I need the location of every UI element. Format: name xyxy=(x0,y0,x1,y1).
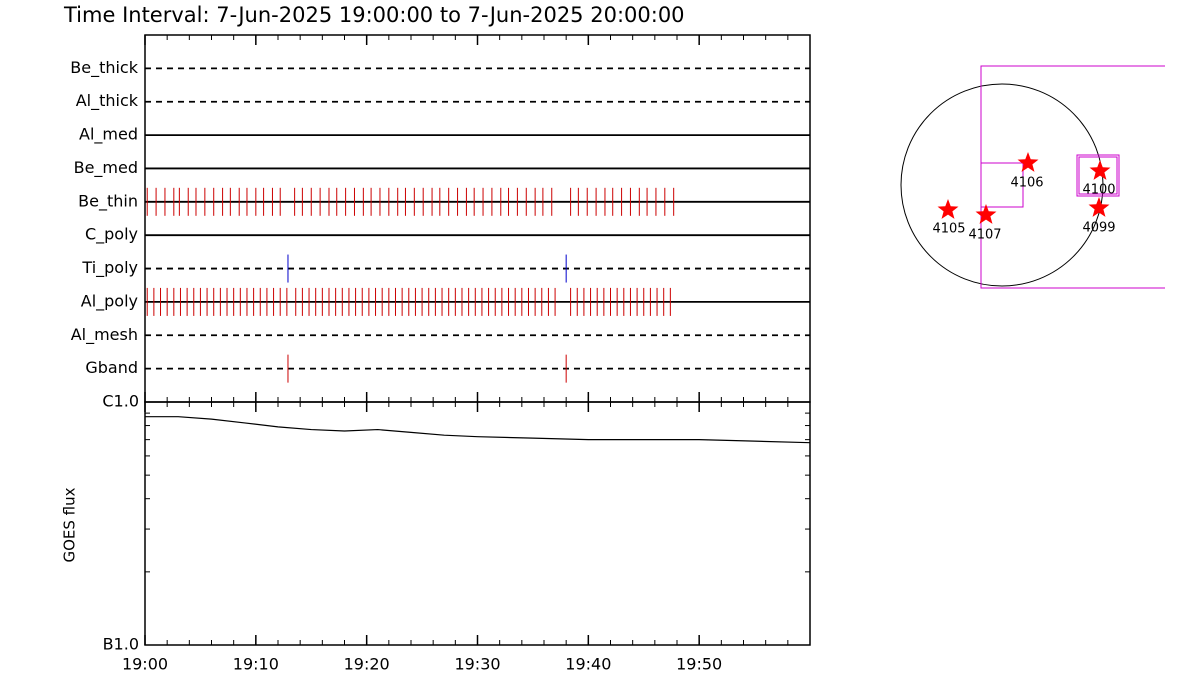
row-label: Al_thick xyxy=(76,91,139,111)
row-label: Al_mesh xyxy=(71,325,138,345)
fov-box xyxy=(980,65,1165,289)
row-label: Be_med xyxy=(74,158,138,178)
x-tick-label: 19:10 xyxy=(233,655,279,674)
row-label: C_poly xyxy=(85,225,138,245)
fov-box xyxy=(1078,156,1118,195)
row-label: Al_med xyxy=(79,125,138,145)
fov-box xyxy=(1076,154,1120,197)
y-tick-label: B1.0 xyxy=(103,635,139,654)
region-star xyxy=(1089,160,1111,180)
region-star xyxy=(1017,152,1039,172)
row-label: Be_thick xyxy=(70,58,138,78)
x-tick-label: 19:50 xyxy=(676,655,722,674)
row-label: Be_thin xyxy=(78,191,138,211)
goes-frame xyxy=(144,401,811,646)
row-label: Ti_poly xyxy=(81,258,138,278)
region-label: 4099 xyxy=(1082,221,1115,236)
region-label: 4107 xyxy=(968,228,1001,243)
title: Time Interval: 7-Jun-2025 19:00:00 to 7-… xyxy=(63,3,685,27)
timeline-frame xyxy=(144,34,811,403)
row-label: Gband xyxy=(85,358,138,377)
x-tick-label: 19:00 xyxy=(122,655,168,674)
goes-curve xyxy=(145,416,811,444)
region-label: 4100 xyxy=(1082,183,1115,198)
row-label: Al_poly xyxy=(81,291,138,311)
x-tick-label: 19:20 xyxy=(344,655,390,674)
x-tick-label: 19:30 xyxy=(454,655,500,674)
fov-box xyxy=(981,162,1024,208)
region-star xyxy=(1088,197,1110,217)
solar-disk xyxy=(900,83,1104,287)
y-axis-label: GOES flux xyxy=(61,487,79,562)
region-star xyxy=(937,199,959,219)
region-star xyxy=(975,204,997,224)
x-tick-label: 19:40 xyxy=(565,655,611,674)
region-label: 4105 xyxy=(932,222,965,237)
y-tick-label: C1.0 xyxy=(102,392,139,411)
sun-map xyxy=(900,65,1165,289)
region-label: 4106 xyxy=(1010,176,1043,191)
